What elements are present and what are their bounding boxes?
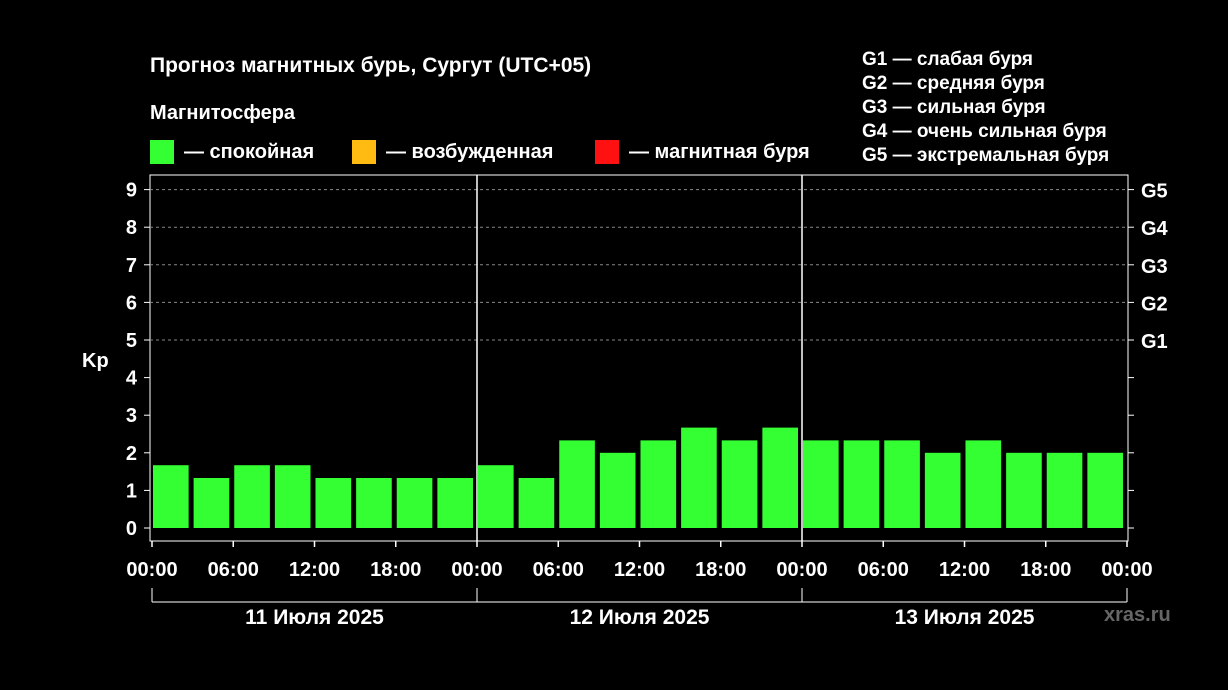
kp-bar	[640, 440, 677, 528]
page-title: Прогноз магнитных бурь, Сургут (UTC+05)	[150, 54, 592, 77]
kp-bar	[843, 440, 880, 528]
kp-bar	[1006, 452, 1042, 528]
kp-bar	[924, 452, 961, 528]
g-level-1: G1 — слабая буря	[862, 49, 1034, 70]
quiet-swatch	[150, 140, 174, 164]
x-tick-label: 18:00	[370, 559, 421, 581]
kp-bar	[1087, 452, 1123, 528]
kp-bar	[599, 452, 636, 528]
kp-bar	[234, 465, 270, 528]
x-tick-label: 00:00	[126, 559, 177, 581]
y-tick-label: 4	[126, 368, 138, 390]
y-tick-label: 9	[126, 180, 137, 202]
storm-swatch	[595, 140, 619, 164]
day-label: 11 Июля 2025	[245, 606, 384, 629]
x-tick-label: 06:00	[858, 559, 909, 581]
g-level-4: G4 — очень сильная буря	[862, 121, 1107, 142]
site-watermark: xras.ru	[1104, 604, 1171, 626]
y-tick-label: 8	[126, 217, 137, 239]
y-tick-label: 1	[126, 480, 137, 502]
x-tick-label: 12:00	[289, 559, 340, 581]
x-tick-label: 00:00	[776, 559, 827, 581]
y-axis-label: Kp	[82, 350, 109, 372]
g-level-2: G2 — средняя буря	[862, 73, 1045, 94]
excited-swatch	[352, 140, 376, 164]
x-tick-label: 00:00	[1101, 559, 1152, 581]
y-tick-label: 7	[126, 255, 137, 277]
kp-bar	[356, 477, 392, 528]
kp-bar	[762, 427, 798, 528]
g-level-5: G5 — экстремальная буря	[862, 145, 1110, 166]
g-level-tick-label: G1	[1141, 331, 1168, 353]
kp-bar	[478, 465, 514, 528]
legend-item-storm: — магнитная буря	[595, 140, 810, 164]
kp-bar	[965, 440, 1002, 528]
storm-level-legend: G1 — слабая буря G2 — средняя буря G3 — …	[862, 48, 1109, 168]
g-level-3: G3 — сильная буря	[862, 97, 1046, 118]
g-level-tick-label: G3	[1141, 256, 1168, 278]
y-tick-label: 6	[126, 292, 137, 314]
g-level-tick-label: G4	[1141, 218, 1169, 240]
kp-bar	[396, 477, 433, 528]
kp-bar	[721, 440, 758, 528]
y-tick-label: 2	[126, 443, 137, 465]
kp-bar	[559, 440, 595, 528]
kp-bar	[315, 477, 352, 528]
kp-bar	[1046, 452, 1083, 528]
legend-item-quiet: — спокойная	[150, 140, 314, 164]
kp-bar	[681, 427, 717, 528]
day-label: 12 Июля 2025	[570, 606, 710, 629]
x-tick-label: 06:00	[533, 559, 584, 581]
kp-bar	[803, 440, 839, 528]
legend-label-quiet: — спокойная	[184, 140, 315, 163]
x-tick-label: 06:00	[208, 559, 259, 581]
g-level-tick-label: G2	[1141, 293, 1168, 315]
kp-bar	[437, 477, 473, 528]
x-tick-label: 00:00	[451, 559, 502, 581]
legend-item-excited: — возбужденная	[352, 140, 553, 164]
kp-bar	[153, 465, 189, 528]
kp-bar	[884, 440, 920, 528]
y-tick-label: 5	[126, 330, 137, 352]
kp-bar	[193, 477, 230, 528]
x-tick-label: 12:00	[939, 559, 990, 581]
legend-label-excited: — возбужденная	[386, 140, 554, 163]
x-tick-label: 12:00	[614, 559, 665, 581]
x-tick-label: 18:00	[1020, 559, 1071, 581]
kp-bar	[518, 477, 555, 528]
kp-bar	[274, 465, 311, 528]
day-label: 13 Июля 2025	[895, 606, 1035, 629]
legend-label-storm: — магнитная буря	[629, 140, 810, 163]
g-level-tick-label: G5	[1141, 181, 1168, 203]
magnetosphere-subtitle: Магнитосфера	[150, 102, 296, 124]
y-tick-label: 0	[126, 518, 137, 540]
x-tick-label: 18:00	[695, 559, 746, 581]
y-tick-label: 3	[126, 405, 137, 427]
